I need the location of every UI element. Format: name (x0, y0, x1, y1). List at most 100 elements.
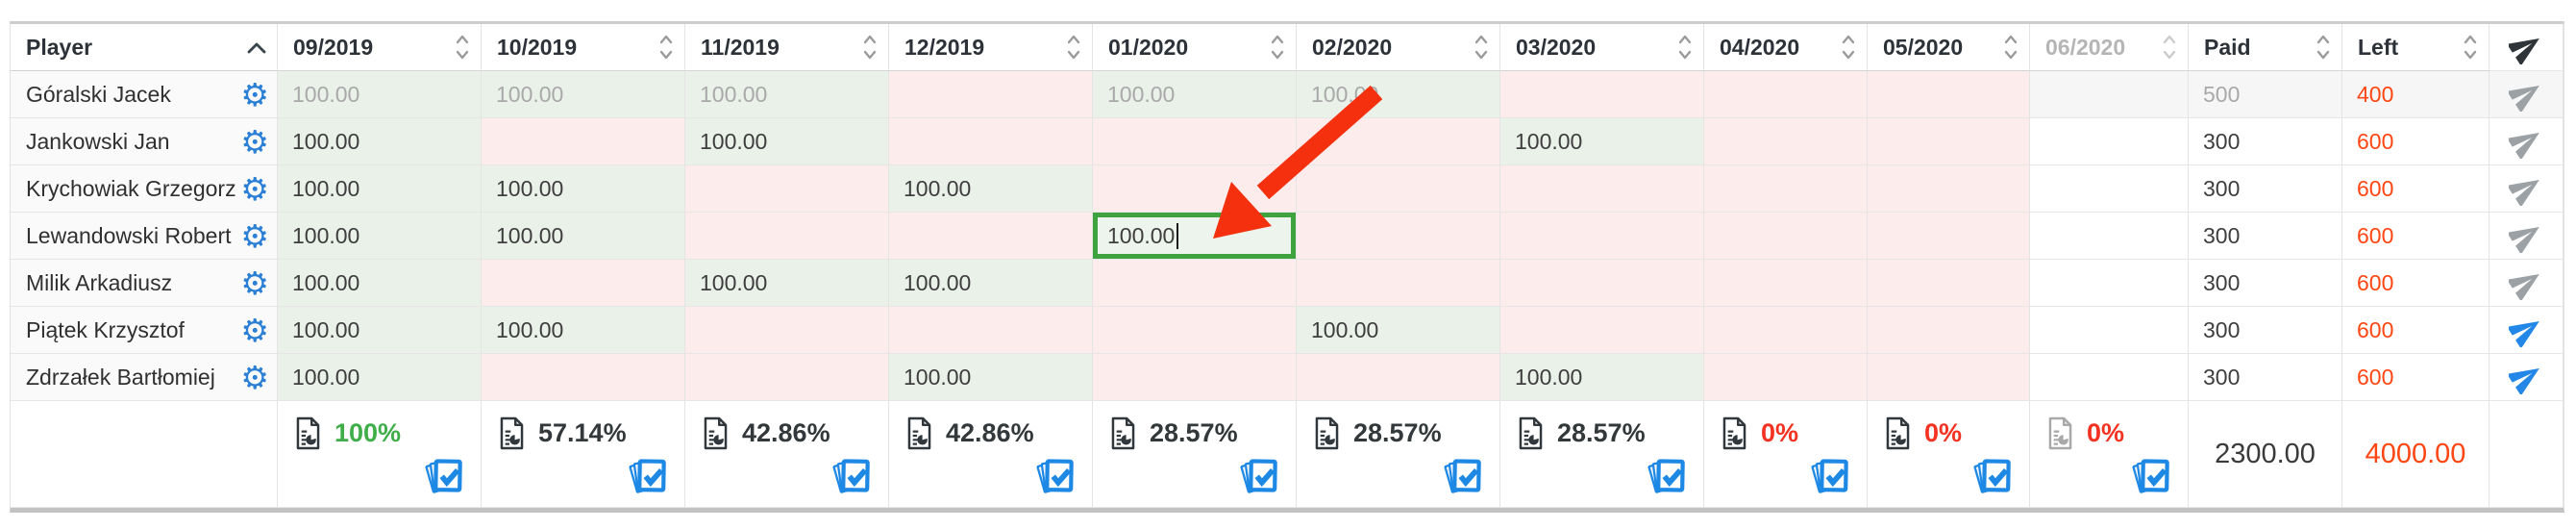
payment-cell[interactable]: 100.00 (1500, 118, 1704, 165)
payment-cell[interactable]: 100.00 (889, 165, 1093, 213)
payment-cell[interactable] (889, 307, 1093, 354)
column-header-left[interactable]: Left (2342, 24, 2489, 71)
payment-cell[interactable]: 100.00 (685, 71, 889, 118)
payment-cell[interactable]: 100.00 (278, 354, 482, 401)
send-row-button[interactable] (2509, 313, 2543, 347)
payment-cell[interactable] (1297, 118, 1500, 165)
payment-cell[interactable] (685, 213, 889, 260)
month-column-header[interactable]: 04/2020 (1704, 24, 1868, 71)
payment-cell[interactable] (1093, 307, 1297, 354)
payment-cell[interactable] (685, 307, 889, 354)
payment-cell[interactable]: 100.00 (482, 213, 685, 260)
report-icon[interactable] (2045, 416, 2075, 450)
month-column-header[interactable]: 06/2020 (2030, 24, 2189, 71)
send-row-button[interactable] (2509, 77, 2543, 112)
payment-cell[interactable] (1868, 260, 2030, 307)
payment-cell[interactable] (1093, 165, 1297, 213)
confirm-all-button[interactable] (832, 453, 877, 497)
payment-cell[interactable]: 100.00 (889, 260, 1093, 307)
confirm-all-button[interactable] (1647, 453, 1692, 497)
payment-cell[interactable]: 100.00 (685, 260, 889, 307)
payment-cell[interactable] (2030, 213, 2189, 260)
month-column-header[interactable]: 11/2019 (685, 24, 889, 71)
confirm-all-button[interactable] (629, 453, 673, 497)
report-icon[interactable] (1312, 416, 1342, 450)
payment-cell[interactable]: 100.00 (278, 213, 482, 260)
confirm-all-button[interactable] (1811, 453, 1855, 497)
send-row-button[interactable] (2509, 171, 2543, 206)
payment-cell[interactable] (1704, 118, 1868, 165)
month-column-header[interactable]: 09/2019 (278, 24, 482, 71)
payment-cell[interactable]: 100.00 (278, 260, 482, 307)
send-row-button[interactable] (2509, 360, 2543, 394)
settings-gear-icon[interactable]: ⚙ (240, 216, 269, 255)
payment-cell[interactable]: 100.00 (685, 118, 889, 165)
send-row-button[interactable] (2509, 265, 2543, 300)
payment-cell[interactable] (1297, 354, 1500, 401)
payment-cell[interactable] (1868, 307, 2030, 354)
payment-cell[interactable] (2030, 118, 2189, 165)
report-icon[interactable] (1720, 416, 1749, 450)
payment-cell[interactable] (1093, 354, 1297, 401)
month-column-header[interactable]: 01/2020 (1093, 24, 1297, 71)
payment-cell[interactable] (1093, 260, 1297, 307)
payment-cell[interactable] (1500, 213, 1704, 260)
payment-cell[interactable]: 100.00 (1297, 307, 1500, 354)
payment-cell[interactable]: 100.00 (1093, 71, 1297, 118)
payment-cell[interactable]: 100.00 (482, 71, 685, 118)
payment-cell[interactable] (1704, 260, 1868, 307)
settings-gear-icon[interactable]: ⚙ (240, 169, 269, 208)
payment-cell[interactable] (889, 118, 1093, 165)
payment-cell[interactable] (1500, 307, 1704, 354)
confirm-all-button[interactable] (1444, 453, 1488, 497)
payment-cell[interactable] (2030, 71, 2189, 118)
payment-cell[interactable]: 100.00 (278, 71, 482, 118)
payment-cell[interactable] (2030, 307, 2189, 354)
payment-cell[interactable] (1500, 165, 1704, 213)
payment-cell[interactable]: 100.00 (278, 118, 482, 165)
confirm-all-button[interactable] (425, 453, 469, 497)
payment-cell[interactable] (1500, 260, 1704, 307)
payment-cell[interactable] (1868, 118, 2030, 165)
report-icon[interactable] (1516, 416, 1546, 450)
settings-gear-icon[interactable]: ⚙ (240, 311, 269, 349)
payment-cell[interactable]: 100.00 (278, 307, 482, 354)
payment-cell[interactable] (1704, 213, 1868, 260)
payment-cell[interactable] (2030, 165, 2189, 213)
payment-cell[interactable]: 100.00 (1500, 354, 1704, 401)
month-column-header[interactable]: 05/2020 (1868, 24, 2030, 71)
payment-cell[interactable] (1297, 165, 1500, 213)
settings-gear-icon[interactable]: ⚙ (240, 264, 269, 302)
payment-cell[interactable] (1704, 307, 1868, 354)
column-header-player[interactable]: Player (11, 24, 278, 71)
send-row-button[interactable] (2509, 218, 2543, 253)
report-icon[interactable] (1883, 416, 1913, 450)
payment-cell[interactable] (482, 260, 685, 307)
report-icon[interactable] (1108, 416, 1138, 450)
payment-cell[interactable]: 100.00 (1093, 213, 1297, 260)
payment-cell[interactable] (1868, 165, 2030, 213)
payment-cell[interactable] (482, 354, 685, 401)
payment-cell[interactable] (2030, 260, 2189, 307)
payment-cell[interactable] (685, 165, 889, 213)
payment-cell[interactable] (889, 213, 1093, 260)
month-column-header[interactable]: 12/2019 (889, 24, 1093, 71)
settings-gear-icon[interactable]: ⚙ (240, 122, 269, 161)
payment-cell[interactable] (1704, 354, 1868, 401)
payment-cell[interactable] (1297, 213, 1500, 260)
send-all-button[interactable] (2489, 24, 2564, 71)
month-column-header[interactable]: 10/2019 (482, 24, 685, 71)
report-icon[interactable] (293, 416, 323, 450)
payment-cell[interactable] (482, 118, 685, 165)
confirm-all-button[interactable] (1973, 453, 2018, 497)
month-column-header[interactable]: 02/2020 (1297, 24, 1500, 71)
payment-cell[interactable] (1868, 71, 2030, 118)
confirm-all-button[interactable] (1036, 453, 1080, 497)
payment-cell[interactable]: 100.00 (1297, 71, 1500, 118)
payment-cell[interactable] (1500, 71, 1704, 118)
settings-gear-icon[interactable]: ⚙ (240, 358, 269, 396)
payment-cell[interactable] (1868, 213, 2030, 260)
payment-cell[interactable] (685, 354, 889, 401)
report-icon[interactable] (904, 416, 934, 450)
payment-cell[interactable]: 100.00 (278, 165, 482, 213)
